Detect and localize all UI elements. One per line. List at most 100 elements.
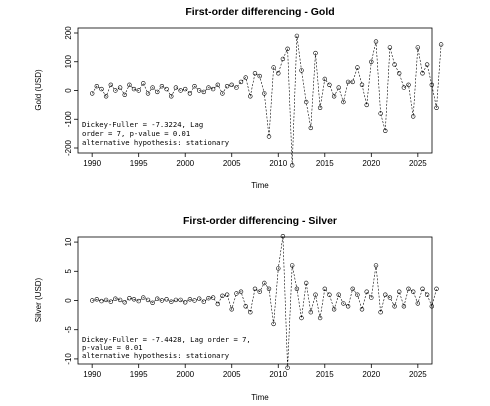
gold-data-point: [317, 105, 323, 111]
silver-data-point: [89, 298, 95, 303]
silver-data-point: [331, 307, 337, 312]
silver-data-point: [401, 304, 407, 309]
gold-x-tick-label: 2025: [409, 159, 427, 168]
silver-data-point: [341, 301, 346, 306]
gold-data-point: [336, 85, 341, 90]
silver-data-point: [285, 365, 290, 370]
gold-y-tick-label: 200: [64, 26, 73, 40]
gold-x-tick-label: 1995: [130, 159, 148, 168]
gold-data-point: [94, 83, 100, 89]
silver-data-point: [220, 293, 225, 298]
silver-data-point: [169, 299, 174, 304]
silver-data-point: [429, 304, 434, 309]
gold-data-point: [276, 71, 281, 76]
gold-data-point: [308, 125, 313, 131]
gold-data-point: [252, 71, 258, 76]
gold-data-point: [387, 45, 393, 50]
gold-data-point: [285, 46, 290, 51]
gold-annotation-line-3: alternative hypothesis: stationary: [82, 138, 230, 147]
silver-data-point: [127, 296, 132, 301]
silver-series: [89, 234, 439, 370]
silver-data-point: [103, 297, 109, 303]
silver-data-point: [420, 286, 425, 291]
gold-data-point: [136, 88, 141, 93]
gold-data-point: [378, 111, 383, 116]
silver-data-point: [117, 297, 123, 303]
gold-data-point: [164, 86, 169, 92]
gold-data-point: [280, 56, 286, 62]
gold-data-point: [294, 33, 300, 39]
silver-data-point: [187, 297, 193, 302]
gold-data-point: [299, 68, 304, 73]
silver-data-point: [364, 289, 369, 294]
silver-y-tick-label: 5: [64, 269, 73, 274]
silver-x-tick-label: 2015: [316, 370, 334, 379]
silver-chart-title: First-order differencing - Silver: [183, 215, 337, 227]
silver-data-point: [173, 297, 179, 303]
gold-data-point: [103, 94, 109, 99]
silver-data-point: [99, 298, 104, 304]
silver-data-point: [215, 301, 221, 307]
silver-data-point: [434, 286, 439, 291]
gold-data-point: [401, 85, 407, 90]
silver-y-tick-label: 0: [64, 298, 73, 303]
gold-data-point: [224, 83, 230, 89]
silver-data-point: [197, 296, 202, 301]
silver-data-point: [392, 304, 397, 309]
silver-data-point: [201, 299, 207, 304]
silver-data-point: [397, 289, 402, 294]
silver-annotation-line-1: Dickey-Fuller = -7.4428, Lag order = 7,: [82, 335, 251, 344]
gold-data-point: [99, 86, 104, 92]
silver-data-point: [373, 263, 379, 268]
silver-data-point: [150, 300, 155, 305]
silver-data-point: [206, 296, 211, 301]
gold-data-point: [327, 82, 332, 88]
silver-x-tick-label: 2005: [223, 370, 241, 379]
gold-data-point: [341, 99, 346, 105]
gold-data-point: [197, 88, 202, 93]
gold-data-point: [364, 102, 369, 108]
silver-data-point: [178, 297, 183, 303]
silver-annotation: Dickey-Fuller = -7.4428, Lag order = 7, …: [82, 335, 251, 360]
silver-data-point: [113, 296, 118, 301]
silver-data-point: [243, 304, 248, 309]
gold-data-point: [210, 86, 216, 92]
gold-data-point: [397, 71, 402, 76]
silver-y-tick-label: -10: [64, 353, 73, 365]
gold-annotation-line-1: Dickey-Fuller = -7.3224, Lag: [82, 120, 203, 129]
gold-panel: First-order differencing - Gold 1990 1995…: [34, 6, 444, 190]
gold-data-point: [215, 82, 221, 88]
silver-data-point: [308, 310, 313, 315]
gold-x-tick-label: 2020: [362, 159, 380, 168]
silver-data-point: [271, 321, 276, 327]
gold-annotation: Dickey-Fuller = -7.3224, Lag order = 7, …: [82, 120, 230, 147]
gold-data-point: [183, 86, 188, 92]
silver-data-point: [136, 298, 141, 304]
gold-data-point: [155, 89, 160, 95]
gold-chart-title: First-order differencing - Gold: [185, 6, 334, 18]
silver-data-point: [406, 286, 411, 291]
silver-data-point: [159, 298, 165, 303]
silver-data-point: [294, 286, 300, 291]
gold-x-axis-label: Time: [251, 181, 269, 190]
gold-data-point: [406, 82, 411, 88]
gold-data-point: [424, 62, 430, 67]
gold-x-tick-label: 1990: [83, 159, 101, 168]
gold-data-point: [145, 91, 151, 96]
gold-data-point: [131, 86, 137, 92]
silver-data-point: [327, 292, 332, 297]
silver-data-point: [336, 292, 341, 297]
gold-data-point: [415, 45, 420, 50]
gold-data-point: [420, 71, 425, 76]
silver-data-point: [350, 286, 355, 291]
silver-data-point: [108, 299, 114, 304]
gold-x-axis: 1990 1995 2000 2005 2010 2015 2020 2025: [83, 153, 427, 168]
silver-data-point: [192, 298, 197, 303]
silver-data-point: [415, 301, 420, 306]
gold-data-point: [438, 42, 444, 47]
silver-data-point: [224, 292, 230, 297]
silver-data-point: [299, 315, 304, 321]
gold-data-point: [266, 134, 272, 139]
silver-data-point: [387, 295, 393, 300]
gold-data-point: [392, 62, 397, 67]
